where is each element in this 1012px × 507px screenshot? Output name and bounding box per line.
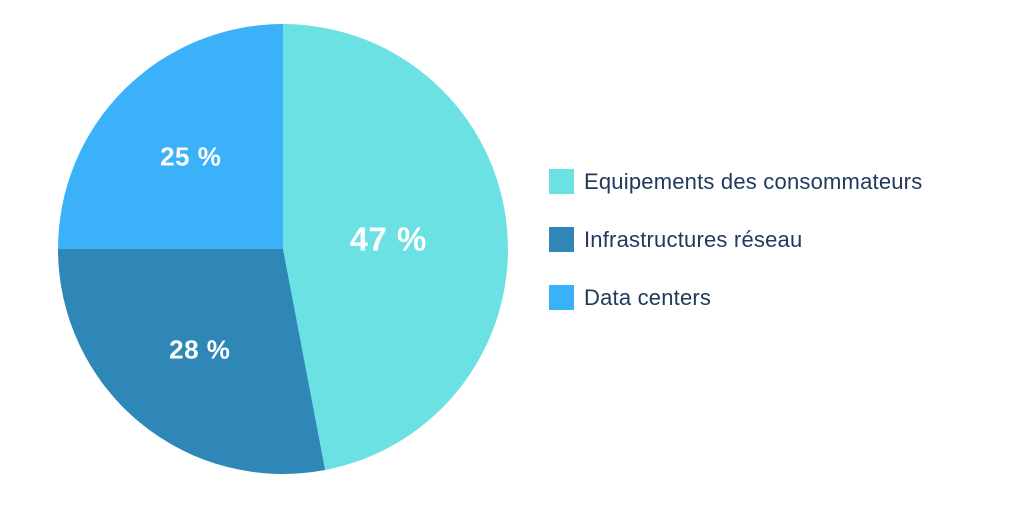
legend-item-label: Data centers	[584, 285, 712, 310]
legend-swatch-icon	[549, 169, 574, 194]
legend-item-datacenters: Data centers	[549, 285, 922, 310]
slice-value-label: 25 %	[160, 142, 221, 172]
pie-slice	[283, 24, 508, 471]
legend-item-label: Infrastructures réseau	[584, 227, 803, 252]
slice-value-label: 47 %	[350, 221, 427, 258]
pie-slice	[58, 249, 326, 474]
legend-item-infrastructures: Infrastructures réseau	[549, 227, 922, 252]
slice-value-label: 28 %	[169, 335, 230, 365]
legend-item-label: Equipements des consommateurs	[584, 169, 923, 194]
legend-swatch-icon	[549, 227, 574, 252]
pie-chart: 47 % 28 % 25 %	[58, 24, 508, 474]
legend: Equipements des consommateurs Infrastruc…	[549, 169, 922, 310]
legend-item-equipements: Equipements des consommateurs	[549, 169, 922, 194]
pie-slice	[58, 24, 283, 249]
legend-swatch-icon	[549, 285, 574, 310]
